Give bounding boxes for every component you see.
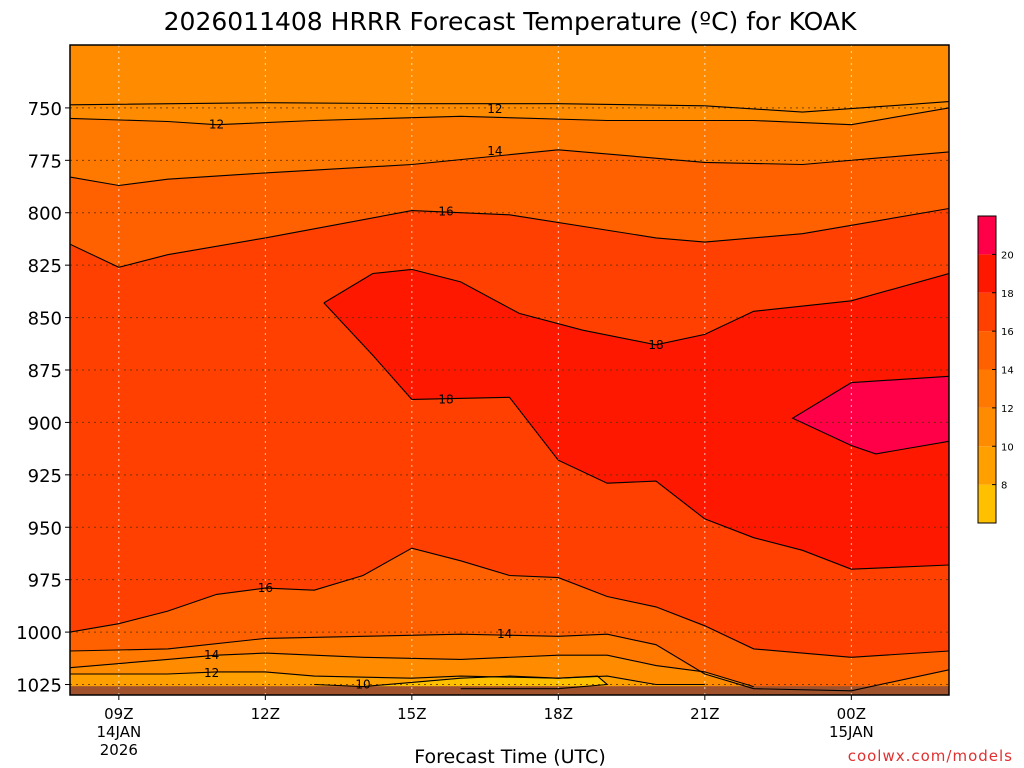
x-tick-label: 00Z xyxy=(837,705,866,723)
color-bands xyxy=(70,45,949,695)
x-tick-year: 2026 xyxy=(100,741,138,759)
x-tick-date: 14JAN xyxy=(96,723,141,741)
y-tick-label: 750 xyxy=(28,99,62,120)
contour-label-12: 12 xyxy=(487,102,502,116)
contour-line-12 xyxy=(70,107,949,126)
contour-lines xyxy=(70,101,949,692)
y-tick-label: 1025 xyxy=(16,676,62,697)
colorbar-swatch xyxy=(978,254,996,293)
y-tick-label: 1000 xyxy=(16,623,62,644)
contour-label-14: 14 xyxy=(497,627,512,641)
colorbar-swatch xyxy=(978,292,996,332)
y-tick-label: 825 xyxy=(28,256,62,277)
colorbar-swatch xyxy=(978,446,996,485)
y-tick-label: 925 xyxy=(28,466,62,487)
x-axis-label: Forecast Time (UTC) xyxy=(414,746,605,768)
colorbar-tick-label: 8 xyxy=(1001,481,1007,492)
chart-title: 2026011408 HRRR Forecast Temperature (ºC… xyxy=(164,7,857,36)
y-tick-label: 950 xyxy=(28,518,62,539)
contour-line-18 xyxy=(323,302,949,570)
contour-label-16: 16 xyxy=(258,581,273,595)
contour-label-18: 18 xyxy=(648,338,663,352)
y-tick-label: 800 xyxy=(28,204,62,225)
contour-label-14: 14 xyxy=(487,144,502,158)
credit-text: coolwx.com/models xyxy=(848,747,1013,765)
contour-label-10: 10 xyxy=(355,678,370,692)
contour-label-14: 14 xyxy=(204,648,219,662)
y-axis: 750 775 800 825 850 875 900 925 950 975 1000 1025 xyxy=(16,99,70,697)
contour-line-12 xyxy=(70,101,949,113)
ground-layer xyxy=(70,686,949,695)
contour-line-10 xyxy=(314,675,609,690)
colorbar-swatch xyxy=(978,484,996,523)
contour-label-18: 18 xyxy=(438,392,453,406)
y-tick-label: 900 xyxy=(28,413,62,434)
band-6-8-lower xyxy=(314,676,608,689)
contour-line-14 xyxy=(70,633,949,692)
x-tick-date: 15JAN xyxy=(829,723,874,741)
contour-line-14 xyxy=(70,652,754,688)
grid-lines xyxy=(70,45,949,695)
y-tick-label: 850 xyxy=(28,309,62,330)
band-18-20 xyxy=(323,269,949,570)
contour-label-16: 16 xyxy=(438,205,453,219)
contour-label-12: 12 xyxy=(204,666,219,680)
colorbar-tick-label: 20 xyxy=(1001,250,1014,261)
colorbar-swatch xyxy=(978,369,996,408)
x-tick-label: 15Z xyxy=(397,705,426,723)
colorbar-swatch xyxy=(978,216,996,255)
y-tick-label: 775 xyxy=(28,151,62,172)
contour-line-18 xyxy=(323,268,949,346)
contour-line-16 xyxy=(70,547,949,658)
contour-labels: 12 12 14 16 18 18 16 14 14 12 10 xyxy=(204,102,664,692)
colorbar-tick-label: 14 xyxy=(1001,366,1014,377)
contour-line-14 xyxy=(70,149,949,187)
colorbar-swatch xyxy=(978,331,996,370)
contour-line-20 xyxy=(791,375,949,455)
y-tick-label: 875 xyxy=(28,361,62,382)
x-tick-label: 21Z xyxy=(690,705,719,723)
ground-strip xyxy=(70,686,949,695)
colorbar: 8 10 12 14 16 18 20 xyxy=(977,215,1014,524)
colorbar-tick-label: 12 xyxy=(1001,404,1014,415)
x-tick-label: 18Z xyxy=(544,705,573,723)
colorbar-swatch xyxy=(978,407,996,447)
contour-line-12 xyxy=(70,671,705,686)
x-tick-label: 12Z xyxy=(251,705,280,723)
band-20-22 xyxy=(792,376,949,454)
colorbar-tick-label: 18 xyxy=(1001,289,1014,300)
plot-area: 12 12 14 16 18 18 16 14 14 12 10 xyxy=(69,44,950,696)
colorbar-tick-label: 10 xyxy=(1001,442,1014,453)
x-tick-label: 09Z xyxy=(104,705,133,723)
contour-label-12: 12 xyxy=(209,118,224,132)
colorbar-tick-label: 16 xyxy=(1001,327,1014,338)
contour-line-16 xyxy=(70,207,949,268)
y-tick-label: 975 xyxy=(28,571,62,592)
